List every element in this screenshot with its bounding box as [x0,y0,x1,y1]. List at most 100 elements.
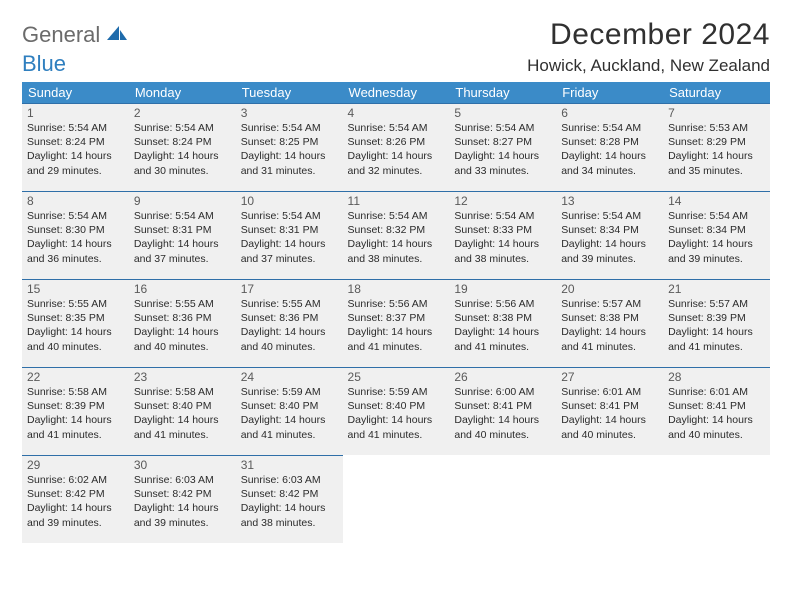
daylight-text: and 40 minutes. [454,428,551,442]
daylight-text: Daylight: 14 hours [241,149,338,163]
calendar-cell [556,455,663,543]
calendar-cell: 17Sunrise: 5:55 AMSunset: 8:36 PMDayligh… [236,279,343,367]
sunset-text: Sunset: 8:31 PM [241,223,338,237]
day-number: 9 [134,194,231,208]
sunset-text: Sunset: 8:31 PM [134,223,231,237]
day-number: 21 [668,282,765,296]
calendar-cell: 5Sunrise: 5:54 AMSunset: 8:27 PMDaylight… [449,103,556,191]
daylight-text: and 39 minutes. [561,252,658,266]
day-number: 27 [561,370,658,384]
sunrise-text: Sunrise: 5:55 AM [241,297,338,311]
day-number: 14 [668,194,765,208]
sunset-text: Sunset: 8:29 PM [668,135,765,149]
calendar-cell: 4Sunrise: 5:54 AMSunset: 8:26 PMDaylight… [343,103,450,191]
sunset-text: Sunset: 8:33 PM [454,223,551,237]
calendar-cell: 27Sunrise: 6:01 AMSunset: 8:41 PMDayligh… [556,367,663,455]
logo-text-wrap: General Blue [22,24,127,75]
sunset-text: Sunset: 8:32 PM [348,223,445,237]
daylight-text: and 41 minutes. [27,428,124,442]
daylight-text: and 40 minutes. [668,428,765,442]
weekday-header-row: SundayMondayTuesdayWednesdayThursdayFrid… [22,82,770,103]
sunrise-text: Sunrise: 5:59 AM [348,385,445,399]
sunrise-text: Sunrise: 5:54 AM [27,209,124,223]
weekday-header: Friday [556,82,663,103]
empty-cell [343,455,450,543]
day-cell: 21Sunrise: 5:57 AMSunset: 8:39 PMDayligh… [663,279,770,367]
title-block: December 2024 Howick, Auckland, New Zeal… [527,18,770,76]
day-number: 24 [241,370,338,384]
daylight-text: and 39 minutes. [668,252,765,266]
weekday-header: Tuesday [236,82,343,103]
day-cell: 30Sunrise: 6:03 AMSunset: 8:42 PMDayligh… [129,455,236,543]
calendar-cell: 11Sunrise: 5:54 AMSunset: 8:32 PMDayligh… [343,191,450,279]
day-number: 8 [27,194,124,208]
sunrise-text: Sunrise: 5:57 AM [668,297,765,311]
daylight-text: and 34 minutes. [561,164,658,178]
daylight-text: and 39 minutes. [27,516,124,530]
day-number: 26 [454,370,551,384]
sunset-text: Sunset: 8:24 PM [134,135,231,149]
day-number: 19 [454,282,551,296]
calendar-cell: 25Sunrise: 5:59 AMSunset: 8:40 PMDayligh… [343,367,450,455]
day-number: 1 [27,106,124,120]
calendar-cell: 15Sunrise: 5:55 AMSunset: 8:35 PMDayligh… [22,279,129,367]
daylight-text: Daylight: 14 hours [241,237,338,251]
daylight-text: and 40 minutes. [134,340,231,354]
location-text: Howick, Auckland, New Zealand [527,56,770,76]
sunrise-text: Sunrise: 6:03 AM [241,473,338,487]
daylight-text: Daylight: 14 hours [27,413,124,427]
day-number: 15 [27,282,124,296]
sunrise-text: Sunrise: 6:00 AM [454,385,551,399]
calendar-week-row: 8Sunrise: 5:54 AMSunset: 8:30 PMDaylight… [22,191,770,279]
sunrise-text: Sunrise: 5:54 AM [134,121,231,135]
calendar-cell: 30Sunrise: 6:03 AMSunset: 8:42 PMDayligh… [129,455,236,543]
sunrise-text: Sunrise: 5:55 AM [134,297,231,311]
day-number: 12 [454,194,551,208]
day-cell: 11Sunrise: 5:54 AMSunset: 8:32 PMDayligh… [343,191,450,279]
calendar-cell: 22Sunrise: 5:58 AMSunset: 8:39 PMDayligh… [22,367,129,455]
weekday-header: Saturday [663,82,770,103]
sunrise-text: Sunrise: 5:54 AM [27,121,124,135]
day-cell: 24Sunrise: 5:59 AMSunset: 8:40 PMDayligh… [236,367,343,455]
daylight-text: and 38 minutes. [241,516,338,530]
daylight-text: Daylight: 14 hours [561,149,658,163]
logo-blue: Blue [22,53,127,75]
calendar-cell: 31Sunrise: 6:03 AMSunset: 8:42 PMDayligh… [236,455,343,543]
sunrise-text: Sunrise: 6:01 AM [561,385,658,399]
day-number: 23 [134,370,231,384]
day-cell: 1Sunrise: 5:54 AMSunset: 8:24 PMDaylight… [22,103,129,191]
day-number: 7 [668,106,765,120]
day-number: 6 [561,106,658,120]
weekday-header: Thursday [449,82,556,103]
daylight-text: Daylight: 14 hours [668,149,765,163]
daylight-text: Daylight: 14 hours [348,237,445,251]
daylight-text: Daylight: 14 hours [668,413,765,427]
calendar-cell [343,455,450,543]
daylight-text: Daylight: 14 hours [134,413,231,427]
day-number: 30 [134,458,231,472]
day-cell: 26Sunrise: 6:00 AMSunset: 8:41 PMDayligh… [449,367,556,455]
sunrise-text: Sunrise: 5:55 AM [27,297,124,311]
daylight-text: Daylight: 14 hours [668,237,765,251]
day-cell: 2Sunrise: 5:54 AMSunset: 8:24 PMDaylight… [129,103,236,191]
day-number: 22 [27,370,124,384]
calendar-cell: 24Sunrise: 5:59 AMSunset: 8:40 PMDayligh… [236,367,343,455]
day-number: 10 [241,194,338,208]
day-cell: 29Sunrise: 6:02 AMSunset: 8:42 PMDayligh… [22,455,129,543]
daylight-text: and 40 minutes. [241,340,338,354]
sunset-text: Sunset: 8:35 PM [27,311,124,325]
daylight-text: Daylight: 14 hours [454,237,551,251]
day-number: 11 [348,194,445,208]
sunset-text: Sunset: 8:38 PM [454,311,551,325]
day-number: 13 [561,194,658,208]
sunrise-text: Sunrise: 5:54 AM [241,209,338,223]
weekday-header: Sunday [22,82,129,103]
day-number: 28 [668,370,765,384]
sunrise-text: Sunrise: 5:54 AM [561,121,658,135]
weekday-header: Monday [129,82,236,103]
sunset-text: Sunset: 8:41 PM [668,399,765,413]
day-cell: 14Sunrise: 5:54 AMSunset: 8:34 PMDayligh… [663,191,770,279]
daylight-text: and 35 minutes. [668,164,765,178]
brand-logo: General Blue [22,18,127,75]
sunrise-text: Sunrise: 6:01 AM [668,385,765,399]
